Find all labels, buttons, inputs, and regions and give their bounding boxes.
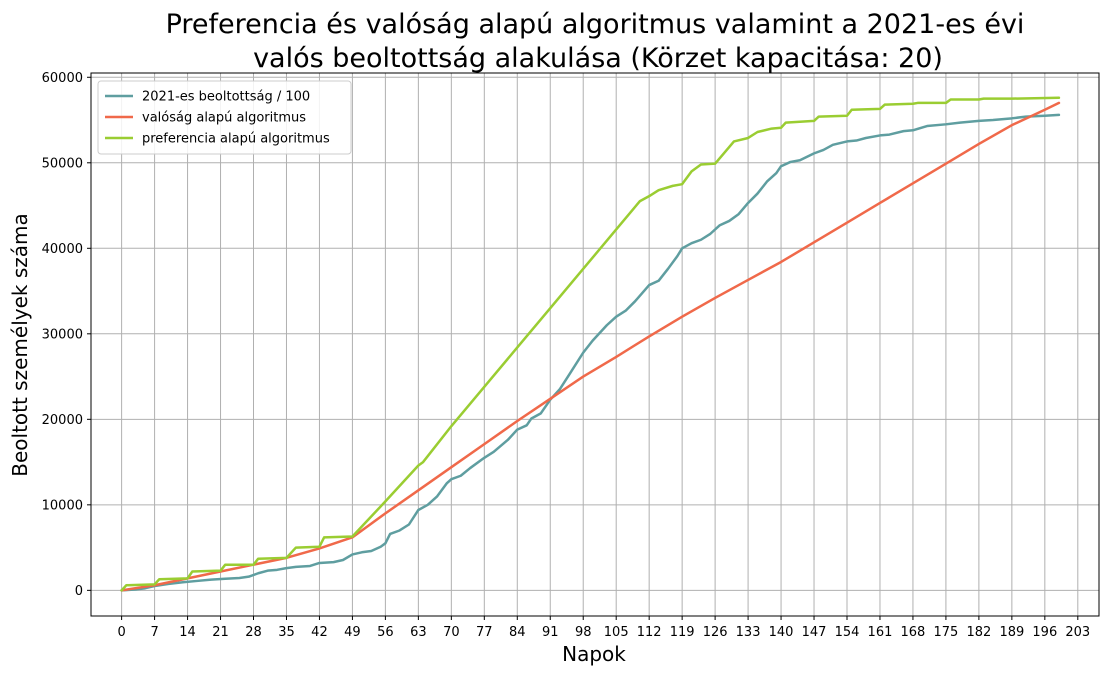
- x-tick-label: 35: [278, 625, 295, 640]
- x-tick-label: 203: [1065, 625, 1090, 640]
- y-axis-label: Beoltott személyek száma: [8, 213, 32, 477]
- x-tick-label: 0: [117, 625, 125, 640]
- legend-label-3: preferencia alapú algoritmus: [142, 132, 330, 147]
- x-axis-label: Napok: [562, 642, 626, 666]
- x-tick-label: 91: [542, 625, 559, 640]
- y-axis: 0 10000 20000 30000 40000 50000 60000: [42, 71, 91, 599]
- chart-title-line-2: valós beoltottság alakulása (Körzet kapa…: [253, 43, 943, 74]
- x-tick-label: 98: [575, 625, 592, 640]
- y-tick-label: 50000: [42, 156, 83, 171]
- x-tick-label: 133: [736, 625, 761, 640]
- x-tick-label: 7: [150, 625, 158, 640]
- legend-label-1: 2021-es beoltottság / 100: [142, 90, 310, 105]
- series-line-1: [120, 113, 1061, 592]
- x-tick-label: 175: [934, 625, 959, 640]
- chart-title-line-1: Preferencia és valóság alapú algoritmus …: [166, 9, 1025, 40]
- x-tick-label: 126: [703, 625, 728, 640]
- x-tick-label: 168: [901, 625, 926, 640]
- y-tick-label: 10000: [42, 498, 83, 513]
- legend: 2021-es beoltottság / 100 valóság alapú a…: [97, 80, 352, 155]
- grid-lines: [91, 73, 1099, 616]
- x-tick-label: 63: [410, 625, 427, 640]
- x-tick-label: 119: [670, 625, 695, 640]
- legend-box: [97, 80, 352, 155]
- y-tick-label: 30000: [42, 327, 83, 342]
- x-tick-label: 112: [637, 625, 662, 640]
- x-tick-label: 182: [966, 625, 991, 640]
- x-tick-label: 105: [604, 625, 629, 640]
- x-tick-label: 49: [344, 625, 361, 640]
- x-tick-label: 70: [443, 625, 460, 640]
- x-tick-label: 28: [245, 625, 262, 640]
- series-lines: [120, 96, 1061, 592]
- x-tick-label: 21: [212, 625, 229, 640]
- x-tick-label: 84: [509, 625, 526, 640]
- series-line-3: [120, 96, 1061, 592]
- x-tick-label: 140: [769, 625, 794, 640]
- x-tick-label: 147: [802, 625, 827, 640]
- x-axis: 0 7 14 21 28 35 42 49 56 63 70 77 84 91 98 105 112 119 126…: [117, 616, 1090, 640]
- x-tick-label: 189: [999, 625, 1024, 640]
- y-tick-label: 20000: [42, 413, 83, 428]
- x-tick-label: 14: [179, 625, 196, 640]
- x-tick-label: 161: [868, 625, 893, 640]
- plot-frame: [90, 72, 1100, 617]
- x-tick-label: 42: [311, 625, 328, 640]
- y-tick-label: 60000: [42, 71, 83, 86]
- x-tick-label: 56: [377, 625, 394, 640]
- y-tick-label: 40000: [42, 242, 83, 257]
- legend-label-2: valóság alapú algoritmus: [142, 111, 306, 126]
- x-tick-label: 77: [476, 625, 493, 640]
- x-tick-label: 196: [1032, 625, 1057, 640]
- x-tick-label: 154: [835, 625, 860, 640]
- y-tick-label: 0: [75, 584, 83, 599]
